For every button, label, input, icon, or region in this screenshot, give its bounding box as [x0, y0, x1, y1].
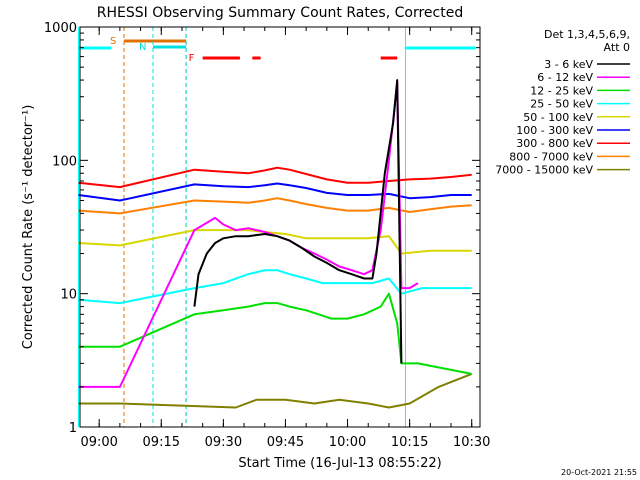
series-line — [78, 182, 472, 202]
series-line — [78, 229, 472, 255]
y-tick-label: 1 — [69, 421, 77, 436]
x-tick-label: 10:15 — [391, 435, 428, 450]
y-tick-label: 1000 — [44, 21, 77, 36]
plot-area: SN F — [77, 27, 476, 427]
axes: 09:00 09:15 09:30 09:45 10:00 10:15 10:30 1 10 10… — [44, 21, 491, 450]
series-line — [78, 197, 472, 215]
x-tick-label: 10:30 — [453, 435, 490, 450]
plot-frame — [79, 26, 481, 428]
legend-entry-label: 50 - 100 keV — [523, 111, 593, 124]
legend-entry-label: 25 - 50 keV — [530, 98, 593, 111]
series-line — [78, 82, 419, 388]
series-lines — [78, 79, 473, 409]
series-line — [78, 269, 472, 305]
legend-header-2: Att 0 — [604, 41, 630, 54]
timestamp: 20-Oct-2021 21:55 — [561, 468, 637, 477]
y-axis-label: Corrected Count Rate (s⁻¹ detector⁻¹) — [21, 105, 36, 350]
x-tick-label: 09:30 — [205, 435, 242, 450]
legend-entry-label: 7000 - 15000 keV — [495, 164, 593, 177]
flag-bars: F — [189, 53, 398, 64]
series-line — [78, 166, 472, 189]
legend-entry-label: 300 - 800 keV — [516, 137, 593, 150]
series-line — [78, 292, 472, 375]
legend-entry-label: 800 - 7000 keV — [509, 150, 593, 163]
gap-label: N — [139, 42, 146, 53]
legend-entry-label: 100 - 300 keV — [516, 124, 593, 137]
series-line — [78, 372, 473, 409]
x-tick-label: 09:15 — [143, 435, 180, 450]
y-tick-label: 100 — [52, 154, 77, 169]
legend-entry-label: 6 - 12 keV — [537, 71, 593, 84]
gap-label: S — [110, 36, 116, 47]
x-axis-label: Start Time (16-Jul-13 08:55:22) — [238, 456, 441, 471]
chart-title: RHESSI Observing Summary Count Rates, Co… — [97, 5, 463, 21]
y-tick-label: 10 — [60, 288, 77, 303]
flare-flag-label: F — [189, 53, 195, 64]
legend-header-1: Det 1,3,4,5,6,9, — [544, 28, 630, 41]
gap-markers: SN — [77, 27, 476, 427]
x-tick-label: 09:00 — [80, 435, 117, 450]
legend-entry-label: 3 - 6 keV — [544, 58, 593, 71]
x-tick-label: 09:45 — [267, 435, 304, 450]
series-line — [193, 79, 403, 364]
x-tick-label: 10:00 — [329, 435, 366, 450]
legend-entry-label: 12 - 25 keV — [530, 84, 593, 97]
